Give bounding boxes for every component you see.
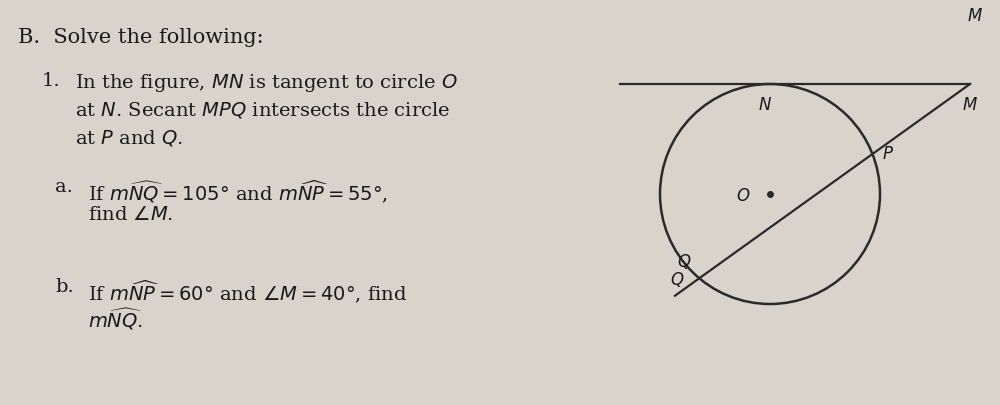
- Text: b.: b.: [55, 277, 74, 295]
- Text: $O$: $O$: [736, 188, 750, 205]
- Text: $Q$: $Q$: [670, 269, 684, 288]
- Text: $P$: $P$: [882, 145, 894, 162]
- Text: $m\widehat{NQ}$.: $m\widehat{NQ}$.: [88, 305, 143, 331]
- Text: at $\mathit{N}$. Secant $\mathit{MPQ}$ intersects the circle: at $\mathit{N}$. Secant $\mathit{MPQ}$ i…: [75, 100, 450, 120]
- Text: a.: a.: [55, 177, 73, 196]
- Text: If $m\widehat{NP} = 60°$ and $\angle M = 40°$, find: If $m\widehat{NP} = 60°$ and $\angle M =…: [88, 277, 407, 304]
- Text: find $\angle M$.: find $\angle M$.: [88, 205, 173, 224]
- Text: at $\mathit{P}$ and $\mathit{Q}$.: at $\mathit{P}$ and $\mathit{Q}$.: [75, 128, 183, 148]
- Text: 1.: 1.: [42, 72, 61, 90]
- Text: $N$: $N$: [758, 97, 772, 114]
- Text: If $m\widehat{NQ} = 105°$ and $m\widehat{NP} = 55°$,: If $m\widehat{NQ} = 105°$ and $m\widehat…: [88, 177, 388, 204]
- Text: B.  Solve the following:: B. Solve the following:: [18, 28, 264, 47]
- Text: $M$: $M$: [967, 8, 983, 25]
- Text: $M$: $M$: [962, 97, 978, 114]
- Text: $Q$: $Q$: [677, 252, 691, 271]
- Text: In the figure, $\mathit{MN}$ is tangent to circle $\mathit{O}$: In the figure, $\mathit{MN}$ is tangent …: [75, 72, 458, 94]
